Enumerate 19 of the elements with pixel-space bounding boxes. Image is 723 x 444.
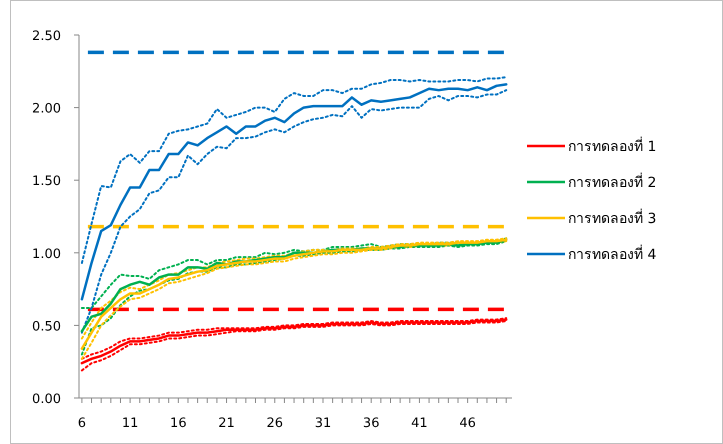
legend-label: การทดลองที่ 2: [568, 173, 656, 191]
x-tick-label: 6: [78, 416, 86, 431]
x-tick-label: 31: [314, 416, 332, 431]
x-tick-label: 16: [170, 416, 187, 431]
y-tick-label: 2.50: [32, 29, 61, 44]
legend-label: การทดลองที่ 4: [568, 245, 656, 263]
y-tick-label: 1.00: [32, 246, 61, 262]
y-tick-label: 2.00: [32, 102, 61, 117]
x-tick-label: 26: [266, 416, 284, 431]
legend-label: การทดลองที่ 1: [568, 137, 656, 155]
x-tick-label: 41: [411, 416, 428, 431]
x-tick-label: 11: [122, 416, 138, 431]
x-tick-label: 36: [362, 416, 380, 431]
y-tick-label: 0.50: [32, 319, 61, 334]
legend-label: การทดลองที่ 3: [568, 209, 656, 227]
y-tick-label: 1.50: [32, 174, 61, 190]
x-tick-label: 46: [459, 416, 476, 431]
x-tick-label: 21: [218, 416, 235, 431]
y-tick-label: 0.00: [32, 392, 61, 407]
